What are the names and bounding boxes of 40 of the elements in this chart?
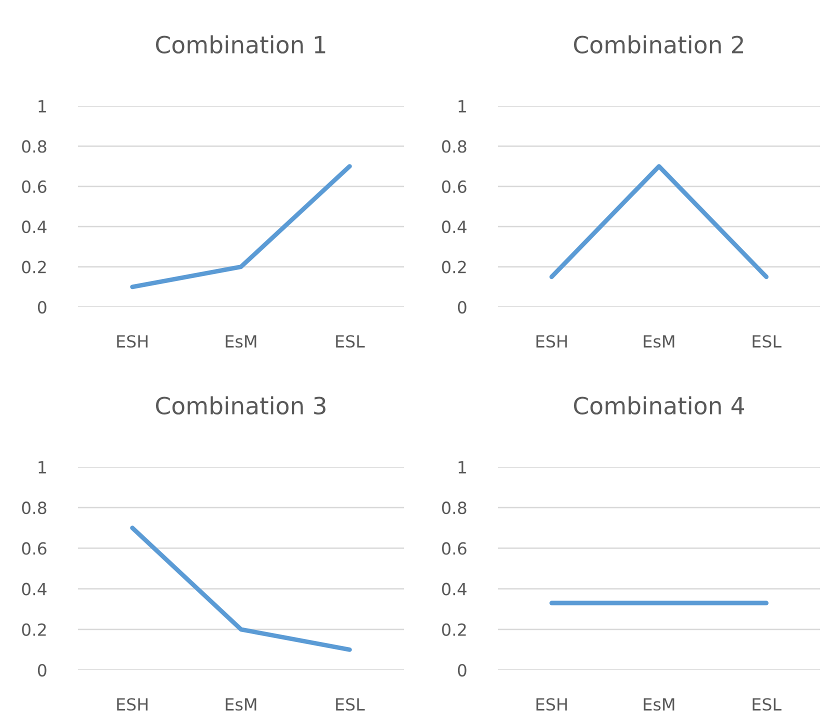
- y-tick-label: 0.2: [22, 260, 46, 274]
- y-tick-label: 1: [38, 100, 46, 112]
- x-tick-label: ESH: [117, 335, 148, 348]
- y-tick-label: 0: [38, 664, 46, 677]
- x-tick-label: EsM: [226, 335, 256, 348]
- y-tick-label: 0.8: [22, 140, 46, 153]
- y-tick-label: 0.2: [442, 623, 466, 636]
- y-tick-label: 0.4: [22, 582, 47, 596]
- x-tick-label: EsM: [644, 335, 674, 348]
- y-tick-label: 0.6: [442, 542, 466, 555]
- x-tick-label: ESL: [336, 698, 365, 711]
- y-tick-label: 1: [458, 461, 466, 474]
- y-tick-label: 0: [458, 664, 466, 677]
- chart-title: Combination 4: [574, 396, 744, 415]
- x-tick-label: ESL: [336, 335, 365, 348]
- y-tick-label: 1: [38, 461, 46, 474]
- x-tick-label: EsM: [644, 698, 674, 711]
- y-tick-label: 0.4: [442, 220, 467, 234]
- y-tick-label: 0.6: [442, 180, 466, 193]
- y-tick-label: 0.6: [22, 542, 46, 555]
- y-tick-label: 0.8: [442, 502, 466, 514]
- x-tick-label: ESH: [536, 335, 567, 348]
- y-tick-label: 0.2: [442, 260, 466, 274]
- y-tick-label: 0: [458, 300, 466, 314]
- y-tick-label: 0.2: [22, 623, 46, 636]
- y-tick-label: 0: [38, 300, 46, 314]
- x-tick-label: ESH: [117, 698, 148, 711]
- chart-title: Combination 1: [156, 35, 326, 54]
- x-tick-label: ESL: [752, 335, 782, 348]
- y-tick-label: 0.4: [442, 582, 467, 596]
- y-tick-label: 0.8: [22, 502, 46, 514]
- chart-title: Combination 3: [156, 396, 326, 415]
- x-tick-label: ESL: [752, 698, 782, 711]
- chart-title: Combination 2: [574, 35, 743, 54]
- y-tick-label: 0.4: [22, 220, 47, 234]
- x-tick-label: EsM: [226, 698, 256, 711]
- y-tick-label: 0.6: [22, 180, 46, 193]
- x-tick-label: ESH: [536, 698, 567, 711]
- y-tick-label: 0.8: [442, 140, 466, 153]
- y-tick-label: 1: [458, 100, 466, 112]
